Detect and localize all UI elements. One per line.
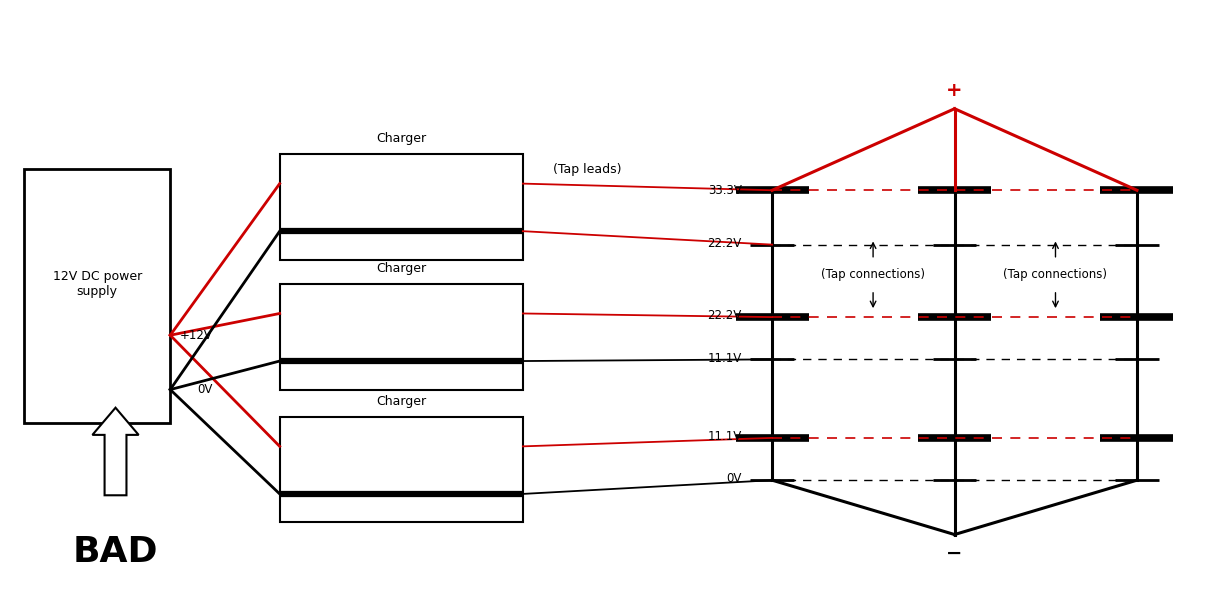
Text: 0V: 0V: [726, 472, 742, 486]
Text: 12V DC power
supply: 12V DC power supply: [52, 270, 142, 298]
Text: 11.1V: 11.1V: [708, 352, 742, 365]
Text: 33.3V: 33.3V: [708, 184, 742, 197]
Bar: [280, 417, 523, 522]
Text: (Tap connections): (Tap connections): [1003, 268, 1108, 281]
Text: +: +: [946, 81, 963, 100]
Bar: [280, 284, 523, 390]
Text: −: −: [946, 544, 963, 562]
Text: (Tap connections): (Tap connections): [821, 268, 925, 281]
Text: Charger: Charger: [376, 394, 427, 408]
Bar: [280, 154, 523, 260]
Text: +12V: +12V: [180, 329, 213, 342]
Bar: [24, 169, 170, 423]
Text: BAD: BAD: [73, 535, 158, 568]
Text: Charger: Charger: [376, 262, 427, 275]
Text: (Tap leads): (Tap leads): [553, 162, 621, 176]
Text: 0V: 0V: [197, 383, 213, 396]
Text: Charger: Charger: [376, 132, 427, 145]
Text: 22.2V: 22.2V: [708, 237, 742, 250]
Text: 22.2V: 22.2V: [708, 309, 742, 323]
FancyArrow shape: [92, 408, 139, 495]
Text: 11.1V: 11.1V: [708, 430, 742, 443]
